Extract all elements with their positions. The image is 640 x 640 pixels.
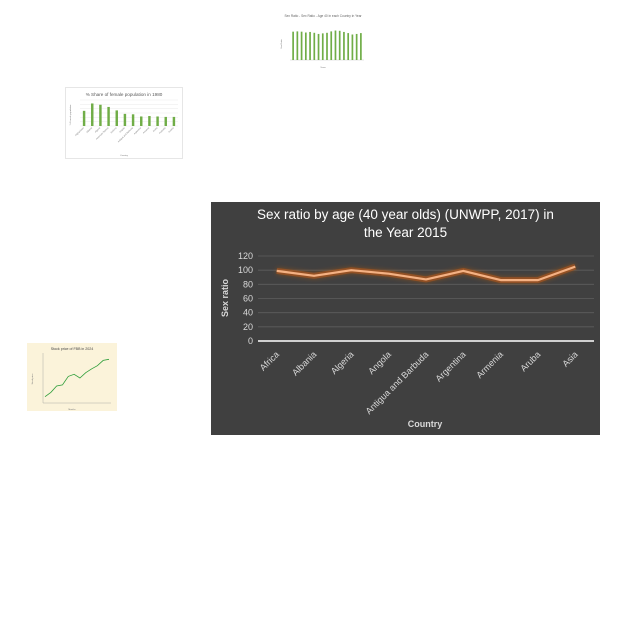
main-chart-x-axis-label: Country [408, 419, 443, 429]
thumbnail-2-category-label: Argentina [133, 126, 142, 135]
thumbnail-2-title: % Share of female population in 1980 [86, 92, 163, 97]
thumbnail-1-bar [321, 33, 324, 60]
main-chart-x-tick-label: Armenia [474, 349, 505, 380]
main-sex-ratio-line-chart[interactable]: Sex ratio by age (40 year olds) (UNWPP, … [211, 202, 600, 435]
thumbnail-2-bar [156, 116, 159, 126]
thumbnail-2-category-label: Afghanistan [74, 126, 85, 137]
thumbnail-3-plot: Stock price of FBB in 2024 Months Stock … [31, 347, 111, 411]
thumbnail-2-bar [99, 104, 102, 126]
thumbnail-1-y-label: Sex Ratio [280, 38, 283, 48]
thumbnail-2-plot: % Share of female population in 1980 Cou… [69, 92, 178, 157]
main-chart-line-glow [276, 263, 577, 284]
thumbnail-2-category-label: Albania [86, 126, 94, 134]
thumbnail-2-category-label: Austria [168, 126, 175, 133]
main-chart-x-tick-label: Algeria [329, 349, 356, 376]
thumbnail-3-y-label: Stock price [31, 373, 34, 385]
thumbnail-stock-price-line-chart[interactable]: Stock price of FBB in 2024 Months Stock … [27, 343, 117, 411]
thumbnail-1-bar [347, 33, 350, 60]
thumbnail-2-bar [123, 113, 127, 126]
main-chart-title-line-2: the Year 2015 [363, 225, 448, 240]
thumbnail-1-bar [351, 34, 354, 60]
thumbnail-1-plot: Sex Ratio - Sex Ratio - Age 40 in each C… [280, 14, 364, 69]
thumbnail-sex-ratio-bar-chart[interactable]: Sex Ratio - Sex Ratio - Age 40 in each C… [278, 12, 368, 70]
thumbnail-2-category-label: Andorra [110, 126, 118, 134]
main-chart-y-tick-label: 0 [248, 336, 253, 346]
thumbnail-2-bar [172, 116, 176, 126]
thumbnail-1-bar [304, 32, 307, 60]
thumbnail-2-x-label: Country [120, 154, 129, 157]
main-chart-x-tick-label: Africa [258, 349, 281, 372]
thumbnail-2-category-label: Antigua and Barbuda [117, 126, 134, 143]
thumbnail-2-bar [91, 103, 94, 126]
main-chart-y-axis-label: Sex ratio [220, 278, 230, 317]
thumbnail-1-bar [317, 33, 320, 60]
main-chart-x-tick-label: Asia [560, 349, 579, 368]
thumbnail-1-x-label: Years [320, 66, 326, 69]
main-chart-y-ticks: 0 20 40 60 80 100 120 [238, 251, 253, 346]
thumbnail-1-bar [330, 31, 333, 60]
main-chart-x-tick-label: Antigua and Barbuda [364, 349, 431, 416]
thumbnail-2-bar [140, 116, 143, 126]
thumbnail-2-bar [107, 106, 110, 126]
thumbnail-3-title: Stock price of FBB in 2024 [51, 347, 94, 351]
thumbnail-1-bar [309, 31, 311, 60]
main-chart-line [276, 265, 576, 282]
main-chart-series [276, 263, 577, 284]
main-chart-y-tick-label: 100 [238, 265, 253, 275]
thumbnail-1-bar [313, 32, 316, 60]
thumbnail-2-category-label: Australia [158, 126, 167, 135]
main-chart-y-tick-label: 120 [238, 251, 253, 261]
main-chart-y-tick-label: 80 [243, 279, 253, 289]
main-chart-y-tick-label: 20 [243, 322, 253, 332]
thumbnail-1-title: Sex Ratio - Sex Ratio - Age 40 in each C… [284, 14, 362, 18]
main-chart-gridlines [258, 255, 594, 342]
thumbnail-1-bars [292, 30, 362, 60]
main-chart-y-tick-label: 60 [243, 294, 253, 304]
main-chart-x-tick-label: Angola [366, 349, 393, 376]
thumbnail-2-category-label: Aruba [152, 126, 159, 133]
thumbnail-1-bar [355, 33, 358, 60]
thumbnail-3-x-label: Months [68, 408, 76, 411]
thumbnail-1-bar [338, 30, 341, 60]
thumbnail-2-bar [148, 116, 151, 126]
thumbnail-2-y-label: % Female population [69, 104, 72, 125]
thumbnail-1-bar [296, 31, 299, 60]
thumbnail-3-line [44, 358, 110, 397]
thumbnail-2-bar [131, 114, 135, 126]
thumbnail-1-bar [300, 31, 303, 60]
main-chart-plot: 0 20 40 60 80 100 120 Africa Albania Algeria Ango… [220, 251, 594, 429]
thumbnail-2-category-label: Algeria [94, 126, 101, 133]
thumbnail-3-series [44, 358, 110, 397]
thumbnail-2-bar [164, 116, 167, 126]
main-chart-title-line-1: Sex ratio by age (40 year olds) (UNWPP, … [257, 207, 554, 222]
thumbnail-2-bar [82, 110, 86, 126]
thumbnail-female-population-bar-chart[interactable]: % Share of female population in 1980 Cou… [65, 87, 183, 159]
thumbnail-1-bar [343, 31, 345, 60]
main-chart-x-tick-label: Aruba [518, 349, 542, 373]
main-chart-y-tick-label: 40 [243, 308, 253, 318]
thumbnail-1-bar [360, 33, 362, 60]
thumbnail-2-bar [115, 110, 118, 126]
thumbnail-2-bars [82, 103, 176, 126]
thumbnail-2-gridlines [80, 99, 178, 127]
thumbnail-1-bar [292, 31, 294, 60]
main-chart-x-tick-label: Albania [290, 349, 318, 377]
thumbnail-2-category-label: Angola [119, 126, 126, 133]
thumbnail-2-category-label: Armenia [142, 126, 150, 134]
thumbnail-1-bar [326, 32, 328, 60]
main-chart-x-tick-label: Argentina [433, 349, 467, 383]
thumbnail-1-bar [334, 30, 337, 60]
